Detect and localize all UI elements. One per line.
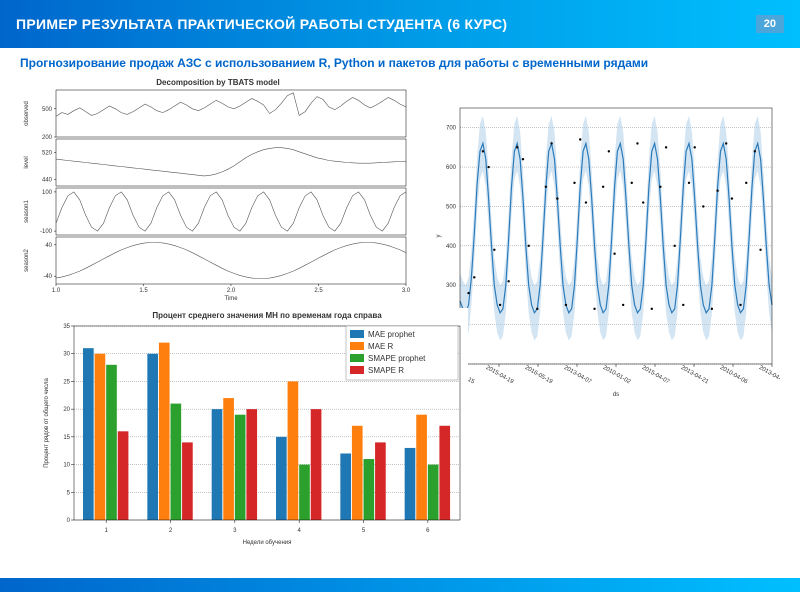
svg-text:2016-05-19: 2016-05-19 — [524, 365, 554, 386]
svg-text:20: 20 — [63, 407, 70, 413]
svg-text:4: 4 — [297, 528, 301, 534]
svg-text:300: 300 — [446, 283, 457, 289]
svg-text:2010-04-06: 2010-04-06 — [719, 365, 749, 386]
svg-text:6: 6 — [426, 528, 430, 534]
svg-text:1.0: 1.0 — [52, 288, 61, 294]
svg-text:Процент рядов от общего числа: Процент рядов от общего числа — [44, 378, 50, 468]
decomposition-svg: Decomposition by TBATS model observed 200 5… — [18, 76, 418, 302]
svg-text:40: 40 — [45, 243, 52, 249]
svg-text:Процент среднего значения МН п: Процент среднего значения МН по временам… — [152, 311, 382, 320]
svg-text:500: 500 — [42, 107, 53, 113]
svg-text:ds: ds — [613, 392, 619, 398]
page-number: 20 — [756, 15, 784, 33]
svg-text:2013-04-21: 2013-04-21 — [680, 365, 710, 386]
svg-text:2010-01-02: 2010-01-02 — [602, 365, 632, 386]
svg-text:2013-04-07: 2013-04-07 — [563, 365, 593, 386]
svg-text:700: 700 — [446, 126, 457, 132]
svg-text:35: 35 — [63, 324, 70, 330]
bar-svg: Процент среднего значения МН по временам… — [38, 308, 468, 548]
svg-text:2015-04-07: 2015-04-07 — [641, 365, 671, 386]
svg-text:520: 520 — [42, 150, 53, 156]
svg-text:3.0: 3.0 — [402, 288, 411, 294]
svg-text:level: level — [24, 156, 30, 168]
svg-text:30: 30 — [63, 352, 70, 358]
svg-text:1: 1 — [104, 528, 108, 534]
svg-text:5: 5 — [362, 528, 366, 534]
svg-text:season2: season2 — [24, 248, 30, 271]
svg-text:SMAPE prophet: SMAPE prophet — [368, 354, 426, 363]
svg-text:600: 600 — [446, 165, 457, 171]
svg-text:MAE prophet: MAE prophet — [368, 330, 415, 339]
slide-title: ПРИМЕР РЕЗУЛЬТАТА ПРАКТИЧЕСКОЙ РАБОТЫ СТ… — [16, 16, 507, 32]
svg-text:0: 0 — [67, 518, 71, 524]
svg-text:25: 25 — [63, 379, 70, 385]
svg-text:1.5: 1.5 — [139, 288, 148, 294]
decomposition-chart: Decomposition by TBATS model observed 200 5… — [18, 76, 418, 302]
slide-subtitle: Прогнозирование продаж АЗС с использован… — [0, 48, 800, 76]
svg-text:2015-04-19: 2015-04-19 — [485, 365, 515, 386]
svg-text:Decomposition by TBATS model: Decomposition by TBATS model — [156, 78, 279, 87]
svg-text:200: 200 — [42, 135, 53, 141]
svg-text:3: 3 — [233, 528, 237, 534]
svg-text:observed: observed — [24, 101, 30, 126]
svg-text:2013-04-26: 2013-04-26 — [758, 365, 780, 386]
forecast-svg: 1002003004005006007002015-01-152015-04-1… — [430, 98, 780, 398]
svg-text:-100: -100 — [40, 229, 53, 235]
svg-text:400: 400 — [446, 244, 457, 250]
forecast-chart: 1002003004005006007002015-01-152015-04-1… — [430, 98, 780, 398]
svg-text:2: 2 — [169, 528, 173, 534]
svg-text:10: 10 — [63, 463, 70, 469]
svg-text:y: y — [436, 235, 442, 238]
svg-text:100: 100 — [42, 190, 53, 196]
svg-text:5: 5 — [67, 490, 71, 496]
svg-text:440: 440 — [42, 177, 53, 183]
bar-chart: Процент среднего значения МН по временам… — [38, 308, 468, 548]
svg-text:15: 15 — [63, 435, 70, 441]
svg-text:2.5: 2.5 — [314, 288, 323, 294]
slide-footer — [0, 578, 800, 592]
svg-text:500: 500 — [446, 204, 457, 210]
svg-text:season1: season1 — [24, 199, 30, 222]
svg-text:2.0: 2.0 — [227, 288, 236, 294]
svg-text:MAE R: MAE R — [368, 342, 394, 351]
svg-text:-40: -40 — [43, 274, 52, 280]
svg-text:Time: Time — [224, 296, 238, 302]
svg-text:Недели обучения: Недели обучения — [243, 540, 292, 546]
svg-text:SMAPE R: SMAPE R — [368, 366, 404, 375]
slide-header: ПРИМЕР РЕЗУЛЬТАТА ПРАКТИЧЕСКОЙ РАБОТЫ СТ… — [0, 0, 800, 48]
